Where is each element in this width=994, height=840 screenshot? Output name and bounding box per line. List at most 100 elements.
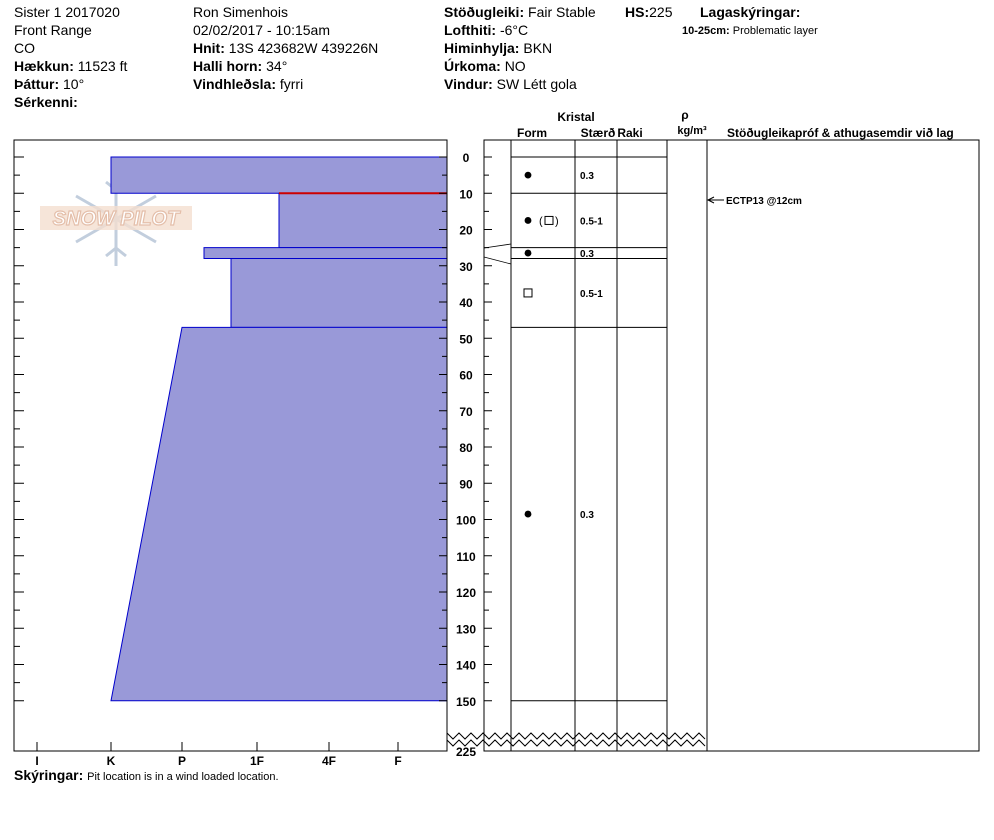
observer: Ron Simenhois [193,4,288,20]
hardness-label: K [107,754,116,768]
depth-axis: 0 10 20 30 40 50 60 70 80 90 100 110 120 130 140 150 225 [14,151,492,759]
aspect-label: Þáttur: [14,76,60,92]
moisture-header: Raki [617,126,642,140]
hardness-label: 4F [322,754,336,768]
coords-label: Hnit: [193,40,225,56]
stability-label: Stöðugleiki: [444,4,525,20]
hardness-layer-1 [110,156,448,194]
hs: HS:225 [625,3,672,21]
hs-label: HS: [625,4,650,20]
state-name: CO [14,40,35,56]
range-name: Front Range [14,22,92,38]
crystal-header: Kristal [557,110,594,124]
layer-connectors [483,243,512,265]
wind-value: SW Létt gola [496,76,577,92]
features-label: Sérkenni: [14,94,78,110]
hardness-plot-frame [13,139,448,752]
layer-note: 10-25cm: Problematic layer [682,22,818,40]
layer-table-frame [483,139,980,752]
depth-label: 50 [459,332,473,346]
snow-profile-chart: SNOW PILOT Kristal Form Stærð Raki ρ kg/… [13,108,980,768]
elevation: Hækkun: 11523 ft [14,57,127,75]
layer-table: 0.3 () 0.5-1 0.3 0.5-1 0.3 [511,156,667,702]
aspect-value: 10° [63,76,85,92]
hardness-axis: I K P 1F 4F F [35,742,402,768]
footer-label: Skýringar: [14,767,84,783]
air-temp-label: Lofthiti: [444,22,497,38]
crystal-form-faceted-icon [523,288,533,298]
depth-label: 130 [456,622,476,636]
test-annotation: ECTP13 @12cm [706,196,802,207]
form-header: Form [517,126,547,140]
footer-text: Pit location is in a wind loaded locatio… [87,771,279,783]
crystal-size: 0.3 [580,249,594,260]
test-label: ECTP13 @12cm [726,196,802,207]
depth-label: 10 [459,187,473,201]
layer-note-text: Problematic layer [732,25,818,37]
coords-value: 13S 423682W 439226N [228,40,379,56]
wind-loading-label: Vindhleðsla: [193,76,276,92]
aspect: Þáttur: 10° [14,75,84,93]
sky: Himinhylja: BKN [444,39,552,57]
depth-label: 70 [459,405,473,419]
crystal-form-rounded-icon [524,249,532,257]
legend-label: Lagaskýringar: [700,3,800,21]
depth-label: 80 [459,441,473,455]
depth-label: 120 [456,586,476,600]
density-unit-header: kg/m³ [677,125,707,137]
precip: Úrkoma: NO [444,57,526,75]
hardness-label: F [394,754,401,768]
coordinates: Hnit: 13S 423682W 439226N [193,39,378,57]
logo-text: SNOW PILOT [53,208,181,230]
hardness-bars [110,156,448,702]
crystal-form-rounded-icon [524,217,532,224]
depth-label: 100 [456,514,476,528]
size-header: Stærð [581,126,616,140]
depth-break-marker [446,732,706,747]
depth-label: 225 [456,745,476,759]
slope-label: Halli horn: [193,58,263,74]
elevation-label: Hækkun: [14,58,74,74]
legend-label-text: Lagaskýringar: [700,4,801,20]
slope-value: 34° [266,58,288,74]
crystal-size: 0.3 [580,171,594,182]
hardness-layer-4 [230,258,448,328]
depth-label: 30 [459,260,473,274]
crystal-size: 0.5-1 [580,216,603,227]
hs-value: 225 [649,4,673,20]
hardness-layer-2 [278,192,448,249]
wind: Vindur: SW Létt gola [444,75,577,93]
datetime: 02/02/2017 - 10:15am [193,22,330,38]
depth-label: 90 [459,477,473,491]
elevation-value: 11523 ft [77,58,128,74]
air-temp: Lofthiti: -6°C [444,21,528,39]
hardness-label: I [35,754,38,768]
site-name: Sister 1 2017020 [14,4,120,20]
sky-value: BKN [523,40,553,56]
depth-label: 110 [456,550,476,564]
depth-label: 0 [463,151,470,165]
crystal-form-paren-open: ( [539,215,543,227]
wind-loading-value: fyrri [279,76,304,92]
rho-header: ρ [681,108,688,122]
depth-label: 40 [459,296,473,310]
layer-note-bold: 10-25cm: [682,25,730,37]
snowpilot-logo: SNOW PILOT [40,172,192,266]
crystal-size: 0.5-1 [580,289,603,300]
crystal-form-rounded-icon [524,171,532,179]
hardness-label: 1F [250,754,264,768]
precip-label: Úrkoma: [444,58,501,74]
hardness-label: P [178,754,186,768]
features: Sérkenni: [14,93,78,111]
hardness-layer-3 [203,247,448,259]
depth-label: 60 [459,369,473,383]
sky-label: Himinhylja: [444,40,520,56]
crystal-form-faceted-icon [544,215,554,225]
crystal-size: 0.3 [580,510,594,521]
hardness-layer-5 [110,326,448,702]
depth-label: 140 [456,659,476,673]
wind-label: Vindur: [444,76,493,92]
precip-value: NO [504,58,526,74]
slope: Halli horn: 34° [193,57,287,75]
crystal-form-paren-close: ) [555,215,559,227]
